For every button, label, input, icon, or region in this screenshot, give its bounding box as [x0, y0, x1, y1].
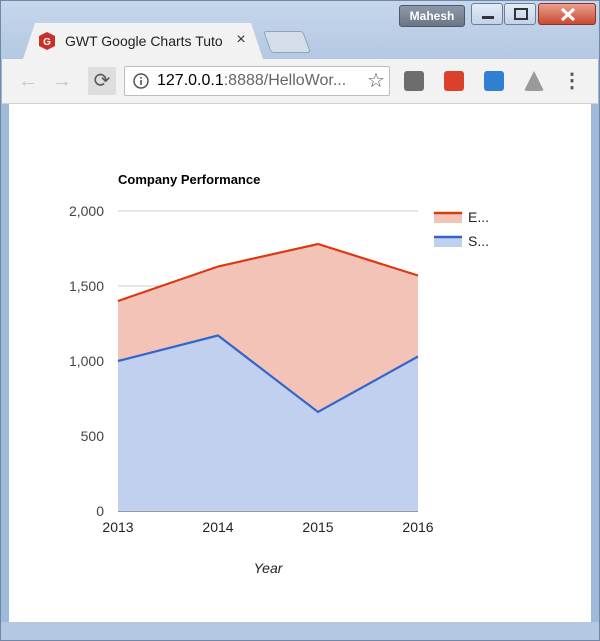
legend-label: S... — [468, 233, 489, 249]
tab-active[interactable] — [23, 23, 263, 59]
legend-swatch-fill — [434, 213, 462, 223]
tab-close-icon[interactable]: × — [236, 31, 246, 48]
area-chart: Company Performance 05001,0001,5002,000 … — [69, 172, 489, 576]
back-arrow-icon[interactable]: ← — [18, 70, 38, 92]
svg-text:G: G — [43, 37, 51, 48]
y-axis-ticks: 0 500 1,000 1,500 2,000 — [69, 203, 104, 519]
series-line-1 — [117, 242, 419, 303]
info-icon[interactable] — [133, 73, 149, 89]
area-fill-series-1 — [118, 244, 418, 412]
y-tick-label: 500 — [81, 428, 105, 444]
browser-toolbar: ← → ⟳ 127.0.0.1:8888/HelloWor... ☆ ⋮ — [2, 59, 598, 104]
url-host: 127.0.0.1 — [157, 72, 224, 89]
y-tick-label: 1,500 — [69, 278, 104, 294]
new-tab-button[interactable] — [262, 31, 312, 53]
gwt-favicon-icon: G — [39, 32, 55, 50]
address-bar[interactable]: 127.0.0.1:8888/HelloWor... ☆ — [124, 66, 390, 96]
y-tick-label: 1,000 — [69, 353, 104, 369]
x-tick-label: 2016 — [402, 519, 433, 535]
y-tick-label: 2,000 — [69, 203, 104, 219]
x-axis-label: Year — [254, 560, 284, 576]
bookmark-star-icon[interactable]: ☆ — [367, 70, 385, 92]
extension-book-icon[interactable] — [444, 71, 464, 91]
legend-label: E... — [468, 209, 489, 225]
x-tick-label: 2014 — [202, 519, 233, 535]
forward-arrow-icon[interactable]: → — [52, 70, 72, 92]
line-series — [117, 242, 419, 414]
page-viewport: Company Performance 0 500 1,000 1,500 2,000 … — [9, 104, 591, 622]
url-path: :8888/HelloWor... — [223, 72, 347, 89]
extension-shield-icon[interactable] — [404, 71, 424, 91]
area-series — [118, 244, 418, 511]
minimize-button[interactable] — [471, 3, 503, 25]
x-tick-label: 2013 — [102, 519, 133, 535]
close-icon — [560, 7, 576, 22]
url-text[interactable]: 127.0.0.1:8888/HelloWor... — [157, 72, 353, 92]
maximize-icon — [514, 8, 528, 20]
google-drive-icon[interactable] — [524, 71, 544, 91]
tab-title: GWT Google Charts Tuto — [65, 33, 223, 49]
title-bar: Mahesh G GWT Google Charts Tuto × — [1, 1, 599, 59]
legend-swatch-fill — [434, 237, 462, 247]
maximize-button[interactable] — [504, 3, 536, 25]
close-window-button[interactable] — [538, 3, 596, 25]
chart-legend: E... S... — [434, 209, 489, 249]
reload-icon[interactable]: ⟳ — [88, 67, 116, 95]
extension-screen-icon[interactable] — [484, 71, 504, 91]
minimize-icon — [482, 16, 494, 19]
area-fill-series-0 — [118, 335, 418, 511]
x-tick-label: 2015 — [302, 519, 333, 535]
window-bottom-frame — [1, 622, 599, 640]
series-line-0 — [117, 334, 419, 414]
three-dots-icon[interactable]: ⋮ — [562, 70, 582, 92]
profile-badge[interactable]: Mahesh — [399, 5, 465, 27]
y-tick-label: 0 — [96, 503, 104, 519]
x-axis-ticks: 2013 2014 2015 2016 — [102, 519, 433, 535]
chart-title: Company Performance — [118, 172, 260, 187]
